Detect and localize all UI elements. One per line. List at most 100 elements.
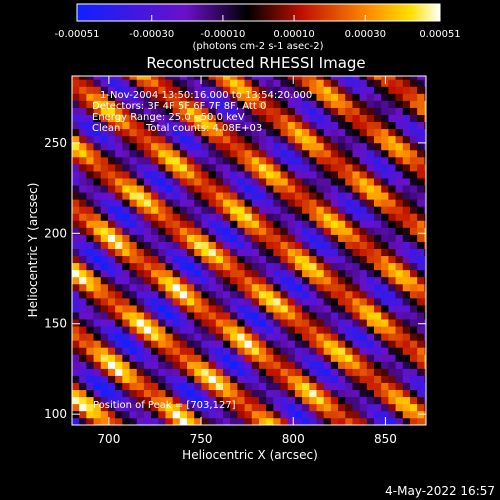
heatmap-cell (187, 79, 195, 87)
heatmap-cell (172, 276, 181, 285)
heatmap-cell (223, 347, 231, 355)
heatmap-cell (237, 333, 245, 341)
heatmap-cell (302, 192, 310, 200)
heatmap-cell (388, 185, 396, 193)
heatmap-cell (395, 347, 404, 355)
heatmap-cell (215, 375, 224, 383)
heatmap-cell (208, 121, 217, 130)
heatmap-cell (179, 121, 188, 130)
heatmap-cell (294, 185, 303, 193)
heatmap-cell (223, 227, 231, 235)
heatmap-cell (158, 128, 166, 137)
heatmap-cell (79, 410, 87, 419)
heatmap-cell (158, 368, 166, 376)
heatmap-cell (294, 178, 303, 186)
heatmap-cell (230, 128, 238, 137)
heatmap-cell (330, 227, 339, 235)
heatmap-cell (388, 375, 396, 383)
heatmap-cell (79, 178, 87, 186)
heatmap-cell (122, 164, 130, 172)
heatmap-cell (122, 305, 130, 313)
heatmap-cell (309, 255, 317, 264)
heatmap-cell (409, 93, 418, 101)
heatmap-cell (187, 340, 195, 348)
heatmap-cell (100, 319, 109, 327)
heatmap-cell (424, 312, 427, 320)
heatmap-cell (424, 262, 427, 271)
heatmap-cell (359, 234, 368, 242)
heatmap-cell (215, 354, 224, 362)
heatmap-cell (359, 149, 368, 158)
heatmap-cell (244, 128, 253, 137)
heatmap-cell (409, 354, 418, 362)
heatmap-cell (244, 403, 253, 412)
heatmap-cell (424, 269, 427, 278)
heatmap-cell (366, 382, 375, 391)
heatmap-cell (294, 157, 303, 165)
heatmap-cell (302, 262, 310, 271)
heatmap-cell (208, 347, 217, 355)
heatmap-cell (165, 396, 173, 405)
heatmap-cell (374, 76, 382, 80)
heatmap-cell (417, 93, 425, 101)
heatmap-cell (237, 298, 245, 306)
heatmap-cell (93, 234, 102, 242)
heatmap-cell (280, 312, 289, 320)
heatmap-cell (179, 368, 188, 376)
heatmap-cell (409, 389, 418, 398)
heatmap-cell (100, 375, 109, 383)
heatmap-cell (129, 227, 138, 235)
heatmap-cell (266, 305, 274, 313)
heatmap-cell (86, 100, 94, 108)
heatmap-cell (107, 312, 116, 320)
heatmap-cell (388, 192, 396, 200)
heatmap-cell (294, 262, 303, 271)
heatmap-cell (129, 135, 138, 144)
heatmap-cell (208, 220, 217, 228)
heatmap-cell (402, 93, 411, 101)
heatmap-cell (258, 248, 267, 257)
heatmap-cell (165, 114, 173, 123)
heatmap-cell (266, 262, 274, 271)
heatmap-cell (251, 114, 260, 123)
heatmap-cell (158, 417, 166, 426)
heatmap-cell (388, 269, 396, 278)
heatmap-cell (86, 347, 94, 355)
heatmap-cell (143, 255, 152, 264)
heatmap-cell (115, 93, 123, 101)
heatmap-cell (316, 192, 324, 200)
heatmap-cell (143, 248, 152, 257)
heatmap-cell (309, 298, 317, 306)
heatmap-cell (280, 347, 289, 355)
heatmap-cell (158, 305, 166, 313)
heatmap-cell (294, 93, 303, 101)
heatmap-cell (330, 283, 339, 292)
heatmap-cell (280, 178, 289, 186)
heatmap-cell (151, 114, 159, 123)
heatmap-cell (402, 227, 411, 235)
heatmap-cell (223, 164, 231, 172)
heatmap-cell (352, 375, 360, 383)
heatmap-cell (381, 100, 389, 108)
heatmap-cell (330, 361, 339, 369)
heatmap-cell (79, 241, 87, 249)
heatmap-cell (366, 114, 375, 123)
heatmap-cell (352, 361, 360, 369)
heatmap-cell (151, 375, 159, 383)
heatmap-cell (93, 220, 102, 228)
heatmap-cell (395, 135, 404, 144)
heatmap-cell (294, 368, 303, 376)
heatmap-cell (79, 276, 87, 285)
heatmap-cell (165, 326, 173, 334)
heatmap-cell (230, 361, 238, 369)
heatmap-cell (208, 213, 217, 221)
heatmap-cell (100, 100, 109, 108)
heatmap-cell (280, 319, 289, 327)
heatmap-cell (266, 86, 274, 94)
heatmap-cell (266, 347, 274, 355)
heatmap-cell (251, 241, 260, 249)
heatmap-cell (172, 389, 181, 398)
heatmap-cell (86, 206, 94, 214)
heatmap-cell (93, 396, 102, 405)
heatmap-cell (287, 291, 296, 299)
